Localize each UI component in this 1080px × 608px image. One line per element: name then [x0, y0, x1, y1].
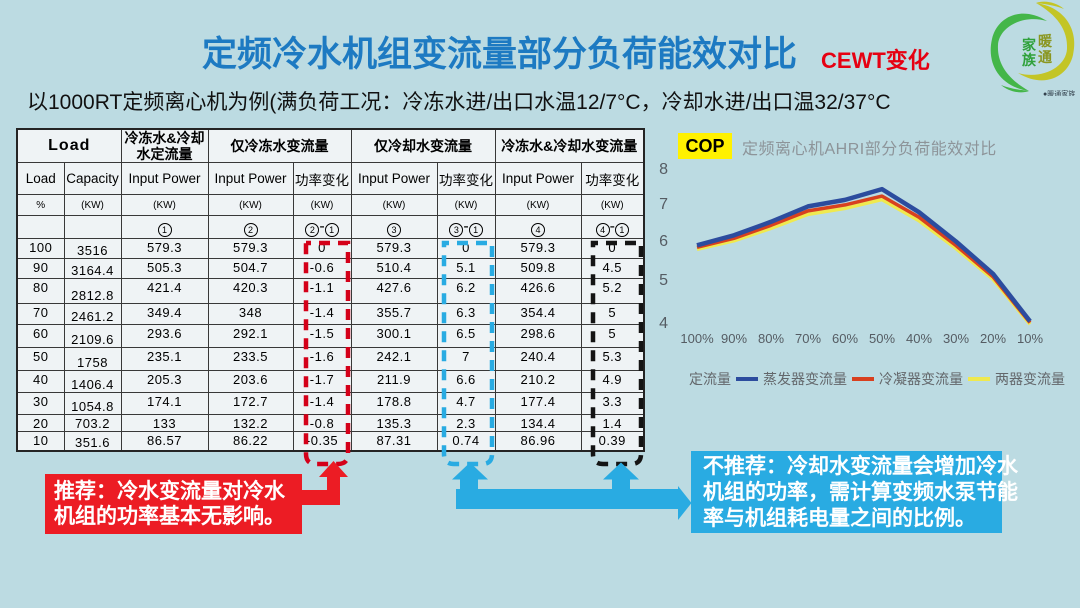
svg-text:族: 族	[1022, 52, 1037, 68]
svg-text:暖: 暖	[1038, 33, 1053, 49]
svg-text:●暖通家族: ●暖通家族	[1043, 89, 1075, 96]
svg-text:家: 家	[1022, 37, 1037, 53]
svg-text:通: 通	[1038, 49, 1052, 65]
